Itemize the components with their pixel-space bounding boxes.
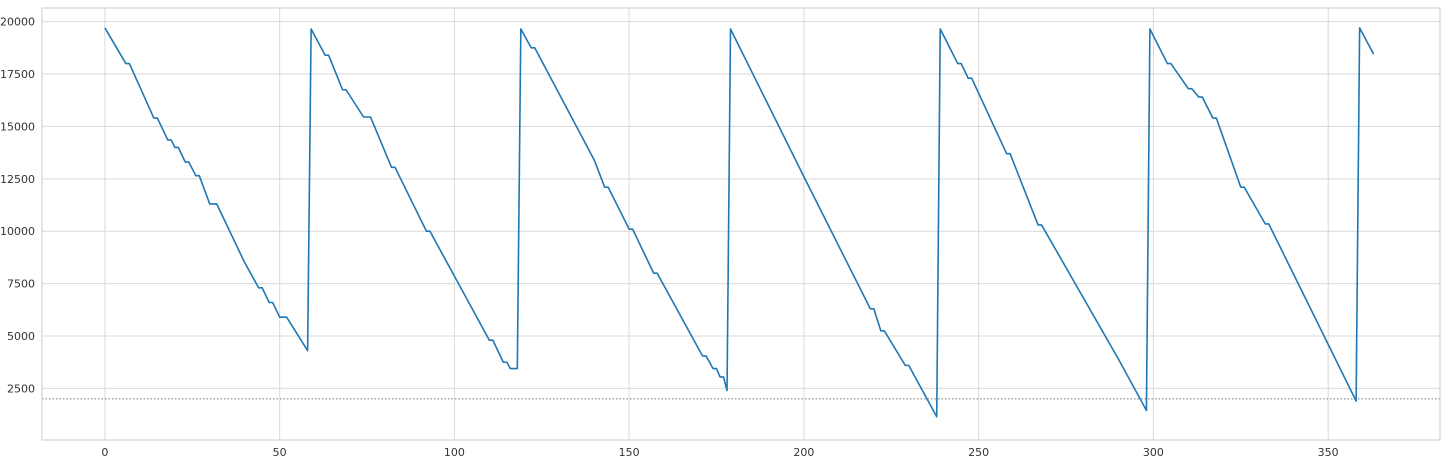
series-line (104, 27, 1375, 418)
x-tick-label: 50 (273, 446, 287, 459)
grid (42, 8, 1440, 440)
y-tick-label: 7500 (7, 278, 35, 291)
x-tick-label: 150 (619, 446, 640, 459)
x-axis: 0 50 100 150 200 250 300 350 (101, 446, 1338, 459)
y-axis: 2500 5000 7500 10000 12500 15000 17500 20000 (0, 16, 35, 396)
y-tick-label: 17500 (0, 68, 35, 81)
x-tick-label: 350 (1318, 446, 1339, 459)
x-tick-label: 250 (968, 446, 989, 459)
x-tick-label: 0 (101, 446, 108, 459)
plot-frame (41, 7, 1441, 441)
y-tick-label: 5000 (7, 330, 35, 343)
y-tick-label: 12500 (0, 173, 35, 186)
x-tick-label: 300 (1143, 446, 1164, 459)
y-tick-label: 15000 (0, 120, 35, 133)
y-tick-label: 20000 (0, 16, 35, 29)
series-group (104, 27, 1375, 418)
y-tick-label: 2500 (7, 382, 35, 395)
y-tick-label: 10000 (0, 225, 35, 238)
x-tick-label: 200 (793, 446, 814, 459)
x-tick-label: 100 (444, 446, 465, 459)
plot-background (42, 8, 1440, 440)
